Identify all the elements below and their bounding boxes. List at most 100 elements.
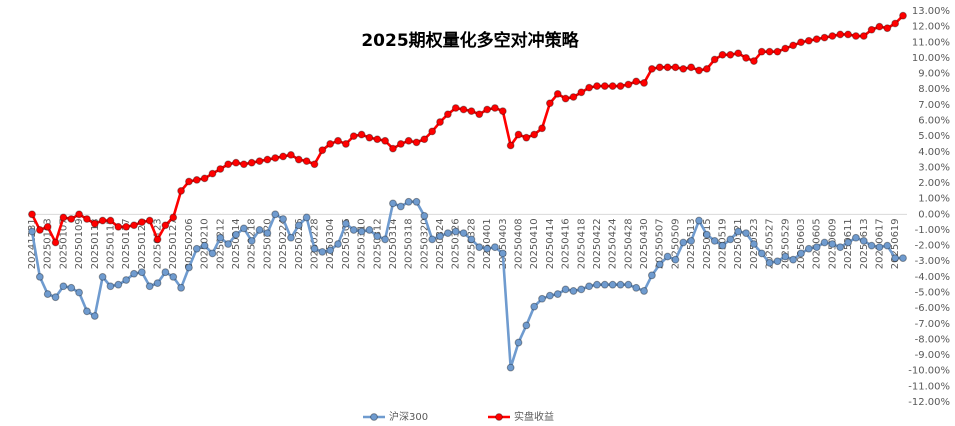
x-tick-label: 20250605 <box>812 218 823 269</box>
data-point <box>608 280 617 289</box>
data-point <box>663 63 672 72</box>
data-point <box>773 257 782 266</box>
y-tick-label: 9.00% <box>918 69 950 80</box>
x-tick-label: 20250414 <box>545 218 556 269</box>
data-point <box>83 215 91 223</box>
data-point <box>310 244 319 253</box>
data-point <box>357 227 366 236</box>
data-point <box>757 47 766 56</box>
y-tick-label: 13.00% <box>912 6 950 17</box>
data-point <box>349 132 358 141</box>
data-point <box>545 291 554 300</box>
x-tick-label: 20250103 <box>43 218 54 269</box>
data-point <box>577 285 586 294</box>
data-point <box>428 127 437 136</box>
legend-marker <box>370 413 378 421</box>
data-point <box>51 238 60 247</box>
y-tick-label: 10.00% <box>912 53 950 64</box>
data-point <box>208 169 217 178</box>
x-tick-label: 20250228 <box>309 218 320 269</box>
data-point <box>161 221 170 230</box>
data-point <box>687 63 696 72</box>
data-point <box>169 272 178 281</box>
data-point <box>773 47 782 56</box>
x-tick-label: 20250117 <box>121 218 132 269</box>
data-point <box>742 54 750 62</box>
data-point <box>436 118 444 126</box>
data-point <box>169 213 178 222</box>
data-point <box>695 216 703 225</box>
data-point <box>381 136 390 145</box>
data-point <box>569 287 578 295</box>
data-point <box>318 247 327 256</box>
data-point <box>428 235 437 244</box>
x-tick-label: 20250113 <box>90 218 101 269</box>
data-point <box>498 249 507 258</box>
data-point <box>498 107 507 115</box>
data-point <box>522 133 531 142</box>
data-point <box>294 221 303 230</box>
data-point <box>522 321 531 330</box>
data-point <box>804 244 813 253</box>
data-point <box>200 174 209 183</box>
x-tick-label: 20250318 <box>404 218 415 269</box>
data-point <box>177 186 185 195</box>
data-point <box>781 252 790 261</box>
data-point <box>443 229 452 237</box>
data-point <box>287 233 295 242</box>
series-line <box>30 200 903 369</box>
data-point <box>561 94 570 103</box>
data-point <box>43 222 52 231</box>
x-tick-label: 20250515 <box>702 218 713 269</box>
x-tick-label: 20250310 <box>357 218 368 269</box>
data-point <box>357 130 366 139</box>
data-point <box>389 144 397 153</box>
x-tick-label: 20250220 <box>262 218 273 269</box>
y-tick-label: -4.00% <box>915 272 950 283</box>
data-point <box>35 272 44 281</box>
data-point <box>506 141 515 150</box>
data-point <box>624 80 633 89</box>
data-point <box>593 280 601 289</box>
data-point <box>59 282 68 291</box>
data-point <box>491 104 499 112</box>
data-point <box>467 235 476 244</box>
data-point <box>279 215 287 223</box>
data-point <box>302 213 311 222</box>
data-point <box>263 155 272 164</box>
y-tick-label: -3.00% <box>915 256 950 267</box>
data-point <box>765 258 774 267</box>
data-point <box>891 254 900 263</box>
x-tick-label: 20250617 <box>874 218 885 269</box>
data-point <box>687 237 696 245</box>
data-point <box>83 307 91 316</box>
data-point <box>899 11 907 20</box>
data-point <box>655 63 664 72</box>
data-point <box>443 110 452 119</box>
data-point <box>59 213 68 222</box>
y-tick-label: -5.00% <box>915 288 950 299</box>
data-point <box>875 22 884 31</box>
x-tick-label: 20250509 <box>670 218 681 269</box>
data-point <box>506 363 515 372</box>
data-point <box>530 302 539 311</box>
data-point <box>852 233 860 242</box>
data-point <box>192 176 201 184</box>
data-point <box>718 50 727 59</box>
data-point <box>742 229 750 237</box>
data-point <box>43 290 52 298</box>
x-tick-label: 20250320 <box>419 218 430 269</box>
data-point <box>789 255 798 264</box>
data-point <box>828 240 837 248</box>
data-point <box>389 199 397 208</box>
x-tick-label: 20250326 <box>451 218 462 269</box>
data-point <box>349 226 358 234</box>
y-tick-label: -9.00% <box>915 350 950 361</box>
data-point <box>585 83 594 92</box>
data-point <box>655 260 664 269</box>
data-point <box>553 89 562 98</box>
data-point <box>467 107 476 115</box>
data-point <box>679 64 688 73</box>
data-point <box>561 285 570 294</box>
data-point <box>106 216 115 225</box>
